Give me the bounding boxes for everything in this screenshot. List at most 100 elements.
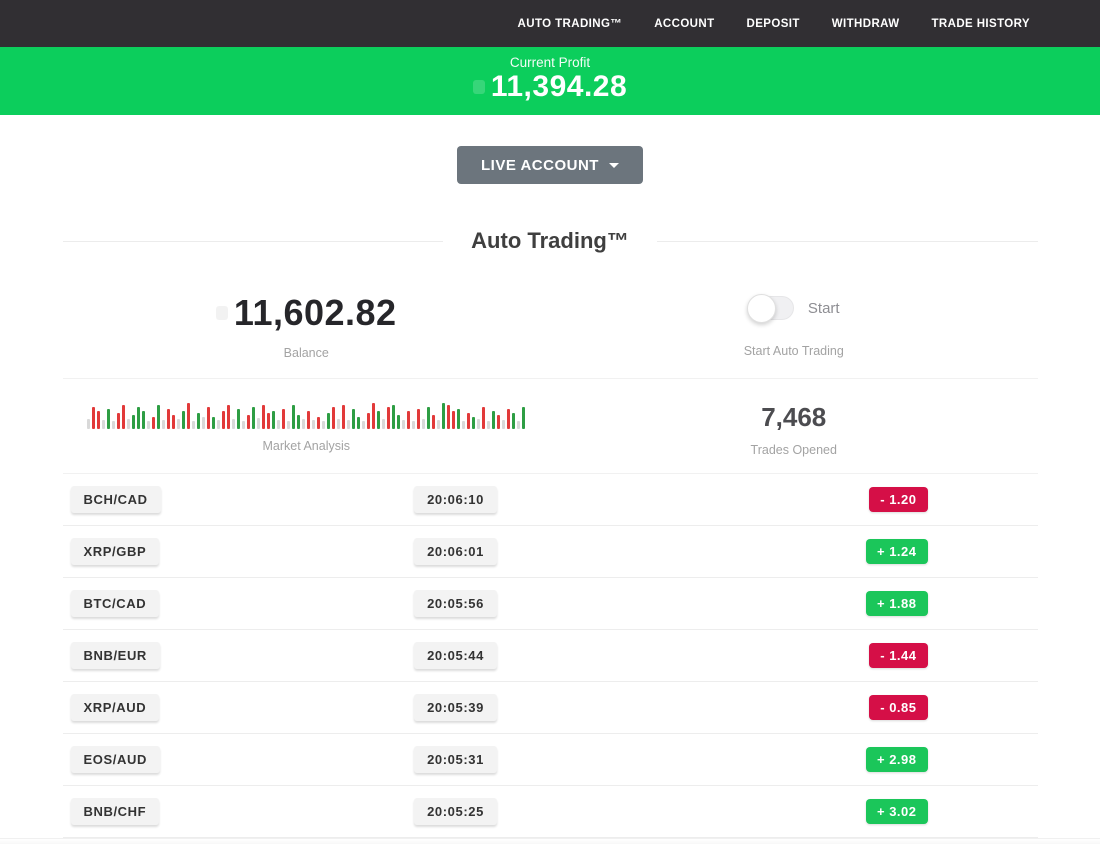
candle-bar <box>372 403 376 429</box>
candle-bar <box>497 415 501 429</box>
candle-bar <box>182 411 186 429</box>
candle-bar <box>302 419 306 429</box>
trades-list: BCH/CAD 20:06:10 - 1.20 XRP/GBP 20:06:01… <box>62 474 1038 838</box>
trade-time-cell: 20:05:25 <box>403 798 509 825</box>
candle-bar <box>442 403 446 429</box>
start-auto-trading-toggle[interactable] <box>746 294 794 323</box>
trade-result-cell: + 2.98 <box>509 747 1038 772</box>
nav-item-account[interactable]: ACCOUNT <box>654 17 715 30</box>
result-badge: + 2.98 <box>865 747 928 772</box>
candle-bar <box>87 419 91 429</box>
top-navigation: AUTO TRADING™ ACCOUNT DEPOSIT WITHDRAW T… <box>0 0 1100 47</box>
trade-pair-cell: EOS/AUD <box>63 746 403 773</box>
nav-item-withdraw[interactable]: WITHDRAW <box>831 17 900 30</box>
candle-bar <box>282 409 286 429</box>
trade-time-cell: 20:05:39 <box>403 694 509 721</box>
candle-bar <box>247 415 251 429</box>
candle-bar <box>152 417 156 429</box>
pair-badge: XRP/GBP <box>70 538 160 565</box>
trade-pair-cell: BTC/CAD <box>63 590 403 617</box>
candle-bar <box>97 411 101 429</box>
candle-bar <box>362 421 366 429</box>
candle-bar <box>162 420 166 429</box>
page-bottom-strip <box>0 838 1100 844</box>
candle-bar <box>172 415 176 429</box>
candle-bar <box>292 405 296 429</box>
candle-bar <box>407 411 411 429</box>
pair-badge: BTC/CAD <box>70 590 160 617</box>
candle-bar <box>312 420 316 429</box>
candle-bar <box>217 420 221 429</box>
candle-bar <box>277 420 281 429</box>
candle-bar <box>187 403 191 429</box>
stats-row-balance: 11,602.82 Balance Start Start Auto Tradi… <box>62 254 1038 379</box>
trade-row: BNB/CHF 20:05:25 + 3.02 <box>62 786 1038 838</box>
time-badge: 20:05:44 <box>414 642 497 669</box>
live-account-dropdown-button[interactable]: LIVE ACCOUNT <box>457 146 643 184</box>
balance-label: Balance <box>283 346 329 360</box>
result-badge: - 0.85 <box>869 695 928 720</box>
candle-bar <box>232 419 236 429</box>
candle-bar <box>112 421 116 429</box>
current-profit-label: Current Profit <box>509 55 591 70</box>
trade-time-cell: 20:06:10 <box>403 486 509 513</box>
trade-row: BTC/CAD 20:05:56 + 1.88 <box>62 578 1038 630</box>
nav-item-auto-trading[interactable]: AUTO TRADING™ <box>517 17 623 30</box>
candle-bar <box>422 419 426 429</box>
auto-trading-section-heading: Auto Trading™ <box>62 228 1038 254</box>
candle-bar <box>367 413 371 429</box>
candle-bar <box>417 409 421 429</box>
trade-result-cell: - 0.85 <box>509 695 1038 720</box>
candle-bar <box>412 421 416 429</box>
trades-opened-label: Trades Opened <box>750 443 837 457</box>
candle-bar <box>147 421 151 429</box>
candle-bar <box>427 407 431 429</box>
candle-bar <box>462 421 466 429</box>
time-badge: 20:06:10 <box>414 486 497 513</box>
balance-stat: 11,602.82 Balance <box>63 292 551 360</box>
candle-bar <box>307 411 311 429</box>
candle-bar <box>352 409 356 429</box>
pair-badge: EOS/AUD <box>70 746 160 773</box>
candle-bar <box>472 417 476 429</box>
candle-bar <box>512 413 516 429</box>
candle-bar <box>252 407 256 429</box>
candle-bar <box>202 417 206 429</box>
trade-row: EOS/AUD 20:05:31 + 2.98 <box>62 734 1038 786</box>
candle-bar <box>212 417 216 429</box>
candle-bar <box>197 413 201 429</box>
candle-bar <box>397 415 401 429</box>
candle-bar <box>242 421 246 429</box>
trade-row: BCH/CAD 20:06:10 - 1.20 <box>62 474 1038 526</box>
heading-divider-left <box>62 240 444 242</box>
candle-bar <box>402 420 406 429</box>
time-badge: 20:06:01 <box>414 538 497 565</box>
nav-item-deposit[interactable]: DEPOSIT <box>746 17 800 30</box>
trade-pair-cell: BNB/EUR <box>63 642 403 669</box>
candle-bar <box>387 407 391 429</box>
trades-opened-stat: 7,468 Trades Opened <box>550 399 1038 457</box>
market-analysis-label: Market Analysis <box>262 439 351 453</box>
trade-row: XRP/GBP 20:06:01 + 1.24 <box>62 526 1038 578</box>
candle-bar <box>447 405 451 429</box>
candle-bar <box>272 411 276 429</box>
time-badge: 20:05:31 <box>414 746 497 773</box>
trade-pair-cell: XRP/AUD <box>63 694 403 721</box>
trade-result-cell: + 3.02 <box>509 799 1038 824</box>
trade-time-cell: 20:05:56 <box>403 590 509 617</box>
candle-bar <box>237 409 241 429</box>
faint-currency-artifact <box>215 306 228 320</box>
candle-bar <box>222 411 226 429</box>
auto-trading-toggle-stat: Start Start Auto Trading <box>550 292 1038 360</box>
candle-bar <box>502 420 506 429</box>
chevron-down-icon <box>608 162 619 168</box>
trade-row: XRP/AUD 20:05:39 - 0.85 <box>62 682 1038 734</box>
candle-bar <box>322 421 326 429</box>
candle-bar <box>487 421 491 429</box>
live-account-label: LIVE ACCOUNT <box>481 156 599 174</box>
candle-bar <box>452 411 456 429</box>
candle-bar <box>457 409 461 429</box>
trade-row: BNB/EUR 20:05:44 - 1.44 <box>62 630 1038 682</box>
candle-bar <box>297 415 301 429</box>
nav-item-trade-history[interactable]: TRADE HISTORY <box>931 17 1030 30</box>
